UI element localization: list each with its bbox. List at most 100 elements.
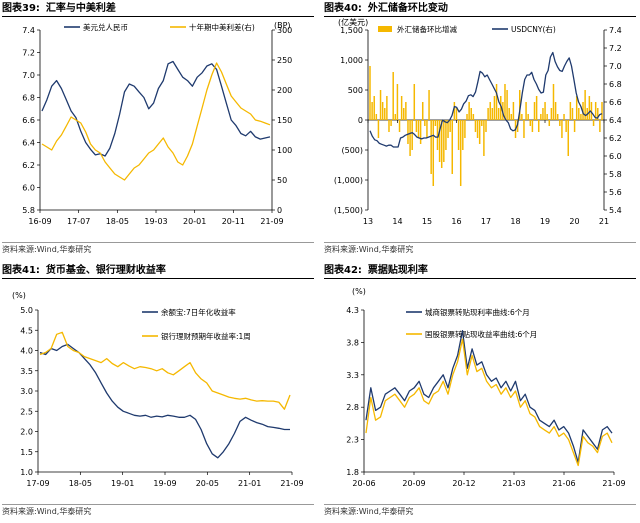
x-tick-label: 21-09 (260, 217, 283, 226)
bar (419, 120, 422, 144)
legend-label: 外汇储备环比增减 (397, 24, 457, 34)
panel-title-text: 货币基金、银行理财收益率 (45, 265, 166, 276)
y-tick-label-right: 7.4 (609, 26, 622, 35)
panel-title-number: 图表42: (324, 265, 362, 276)
bar (578, 108, 580, 120)
bar (371, 102, 373, 120)
x-tick-label: 15 (422, 217, 432, 226)
bar (464, 120, 466, 138)
x-tick-label: 21-03 (502, 479, 525, 488)
panel-title: 图表39: 汇率与中美利差 (2, 1, 314, 17)
x-tick-label: 21-09 (602, 479, 625, 488)
bar (485, 120, 487, 132)
bar (525, 102, 527, 120)
bar (563, 114, 565, 120)
y-tick-label-right: 7.0 (609, 62, 622, 71)
y-tick-label-left: 6.4 (22, 139, 35, 148)
bar (451, 120, 453, 174)
y-tick-label-left: 3.5 (20, 367, 33, 376)
bar (550, 108, 553, 120)
series-line (41, 60, 271, 157)
bar (521, 114, 523, 120)
bar (571, 108, 574, 120)
bar (468, 102, 470, 120)
x-tick-label: 19-01 (111, 479, 134, 488)
bar (537, 120, 540, 132)
bar (386, 96, 388, 120)
y-tick-label-left: 4.0 (20, 347, 33, 356)
legend-label: USDCNY(右) (511, 24, 556, 34)
bar (436, 120, 439, 150)
x-tick-label: 20-09 (402, 479, 425, 488)
bar (487, 108, 489, 120)
bar (523, 120, 525, 138)
bar (531, 120, 534, 132)
bar (390, 120, 392, 126)
bar (409, 120, 411, 156)
bar (495, 84, 498, 120)
bar (489, 102, 491, 120)
bar (459, 120, 462, 186)
panel-title: 图表40: 外汇储备环比变动 (324, 1, 636, 17)
bar (592, 120, 595, 126)
y-axis-label-left: (亿美元) (338, 18, 368, 27)
bar (415, 120, 418, 132)
bar (424, 120, 426, 126)
bar (561, 120, 563, 138)
x-tick-label: 19-09 (153, 479, 176, 488)
legend-label: 十年期中美利差(右) (189, 22, 255, 32)
legend-label: 银行理财预期年收益率:1周 (161, 331, 251, 341)
y-tick-label-left: 6.6 (22, 116, 35, 125)
y-tick-label-right: 200 (277, 86, 292, 95)
y-tick-label-left: 5.8 (22, 206, 35, 215)
x-tick-label: 20-05 (196, 479, 219, 488)
bar (375, 114, 378, 120)
bar (455, 108, 458, 120)
y-tick-label-left: 7.0 (22, 71, 35, 80)
bar (533, 102, 536, 120)
bar (447, 120, 449, 138)
bar (430, 120, 432, 174)
y-tick-label-right: 6.2 (609, 134, 622, 143)
bar (544, 102, 546, 120)
bar (405, 102, 407, 120)
y-axis-label-right: (BP) (274, 21, 291, 30)
y-tick-label-right: 7.2 (609, 44, 622, 53)
bar (443, 120, 445, 162)
y-tick-label-left: 7.4 (22, 26, 35, 35)
chart-panel-fx-spread: 图表39: 汇率与中美利差 5.8 6.0 6.2 6.4 6.6 6.8 7.0 7.2 7.4… (2, 0, 316, 256)
bar (567, 120, 569, 156)
y-tick-label-right: 5.4 (609, 206, 622, 215)
bar (449, 120, 451, 132)
bar (556, 114, 559, 120)
bar (491, 108, 494, 120)
bar (506, 90, 508, 120)
bar (407, 120, 409, 144)
bar (481, 120, 483, 126)
bar (527, 114, 529, 120)
bar (590, 102, 593, 120)
panel-title-number: 图表40: (324, 3, 362, 14)
x-tick-label: 21-09 (280, 479, 303, 488)
y-tick-label-right: 6.4 (609, 116, 622, 125)
bar (552, 84, 555, 120)
bar (388, 120, 390, 132)
series-line (365, 330, 613, 463)
bar (377, 120, 380, 138)
series-line (369, 51, 603, 148)
x-tick-label: 20-11 (222, 217, 245, 226)
y-axis-label-left: (%) (12, 291, 26, 300)
y-tick-label-left: 2.5 (20, 407, 33, 416)
bar (565, 120, 567, 132)
bar (575, 96, 578, 120)
bar (411, 120, 413, 150)
panel-title-text: 票据贴现利率 (367, 265, 428, 276)
bar (478, 120, 481, 144)
bar (597, 108, 599, 120)
y-tick-label-left: (1,000) (334, 176, 363, 185)
bar (548, 120, 551, 126)
bar (580, 114, 582, 120)
bar (373, 96, 375, 120)
y-tick-label-left: 1,500 (340, 26, 363, 35)
bar (384, 108, 386, 120)
